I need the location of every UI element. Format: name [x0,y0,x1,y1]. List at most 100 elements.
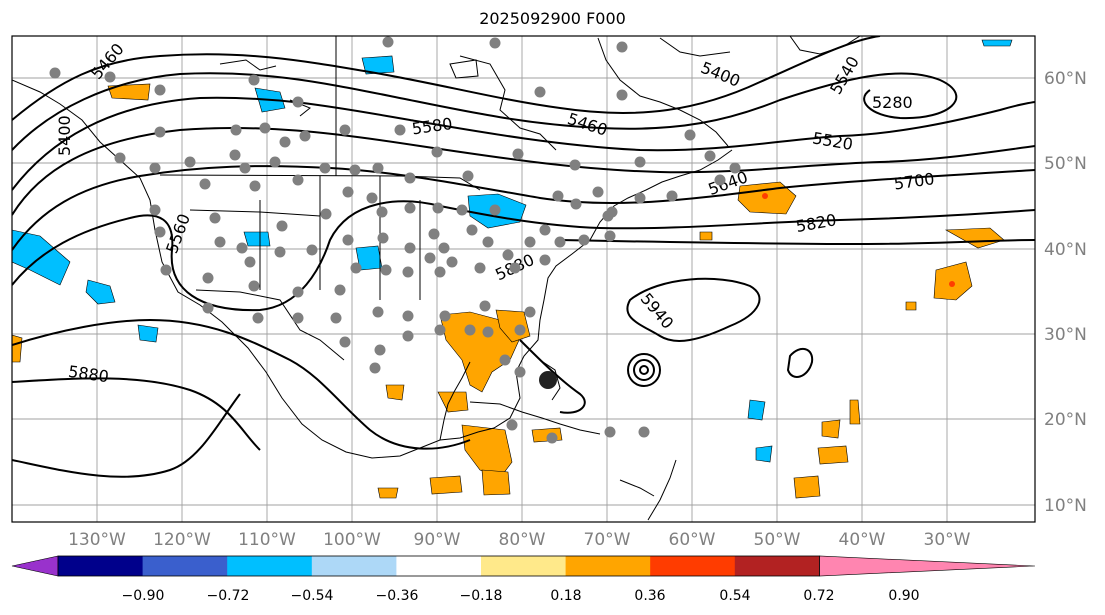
station-marker [374,344,386,356]
lat-label-20n: 20°N [1044,410,1087,430]
station-marker [269,156,281,168]
map-background [12,36,1035,522]
lat-label-10n: 10°N [1044,496,1087,516]
station-marker [602,210,614,222]
station-marker [489,204,501,216]
station-marker [499,354,511,366]
station-marker [570,198,582,210]
station-marker [229,149,241,161]
station-marker [482,236,494,248]
station-marker [431,146,443,158]
station-marker [239,162,251,174]
station-marker [604,230,616,242]
contour-label: 5280 [872,93,913,112]
station-marker [489,37,501,49]
colorbar-tick-label: 0.72 [803,588,834,604]
station-marker [276,220,288,232]
station-marker [342,234,354,246]
station-marker [729,162,741,174]
station-marker [382,36,394,48]
lon-label-50w: 50°W [754,530,801,550]
colorbar-segment [481,556,567,576]
station-marker [704,150,716,162]
lon-label-120w: 120°W [153,530,211,550]
station-marker [479,300,491,312]
station-marker [104,71,116,83]
colorbar-extend-low [11,555,59,577]
station-marker [714,174,726,186]
colorbar-tick-label: −0.72 [207,588,250,604]
height-contours [12,36,1035,478]
longitude-labels: 130°W 120°W 110°W 100°W 90°W 80°W 70°W 6… [68,530,971,550]
lon-label-130w: 130°W [68,530,126,550]
station-marker [428,228,440,240]
colorbar-segment [142,556,228,576]
lon-label-40w: 40°W [839,530,886,550]
colorbar-segment [227,556,313,576]
page-title: 2025092900 F000 [479,9,626,28]
station-marker [149,162,161,174]
station-marker [350,262,362,274]
station-marker [434,266,446,278]
lon-label-60w: 60°W [669,530,716,550]
station-marker [446,256,458,268]
station-marker [464,324,476,336]
lat-label-50n: 50°N [1044,154,1087,174]
station-marker [684,129,696,141]
colorbar-labels: −0.90 −0.72 −0.54 −0.36 −0.18 0.18 0.36 … [122,588,920,604]
colorbar-tick-label: 0.36 [634,588,665,604]
station-marker [578,234,590,246]
station-marker [349,164,361,176]
station-marker [306,244,318,256]
station-marker [372,162,384,174]
lon-label-100w: 100°W [323,530,381,550]
station-marker [248,74,260,86]
station-marker [604,426,616,438]
station-marker [554,236,566,248]
station-marker [534,86,546,98]
station-marker [404,242,416,254]
station-marker [376,206,388,218]
colorbar-tick-label: 0.54 [719,588,750,604]
station-marker [154,226,166,238]
station-marker [509,262,521,274]
station-marker [320,208,332,220]
station-marker [334,284,346,296]
colorbar-outline [57,555,820,577]
station-marker [404,172,416,184]
station-marker [252,312,264,324]
station-marker [292,96,304,108]
station-marker [259,122,271,134]
station-marker [432,202,444,214]
colorbar-segment [311,556,397,576]
lat-label-30n: 30°N [1044,325,1087,345]
colorbar-segment [565,556,651,576]
station-marker [149,204,161,216]
station-marker [202,272,214,284]
station-marker [506,419,518,431]
station-marker [292,174,304,186]
station-marker [274,246,286,258]
station-marker [160,264,172,276]
station-marker [616,41,628,53]
station-marker [369,362,381,374]
station-marker [380,264,392,276]
station-markers [49,36,741,444]
station-marker [524,306,536,318]
station-marker [214,236,226,248]
station-marker [514,324,526,336]
map-frame [11,35,1036,523]
colorbar-segment [396,556,482,576]
lon-label-30w: 30°W [924,530,971,550]
station-marker [438,242,450,254]
colorbar-tick-label: −0.36 [376,588,419,604]
station-marker [402,310,414,322]
lat-label-40n: 40°N [1044,240,1087,260]
station-marker [339,124,351,136]
strong-positive-spots [762,193,955,287]
station-marker [402,330,414,342]
station-marker [482,326,494,338]
lon-label-110w: 110°W [238,530,296,550]
colorbar-segment [650,556,736,576]
colorbar-extend-high [819,555,1036,577]
